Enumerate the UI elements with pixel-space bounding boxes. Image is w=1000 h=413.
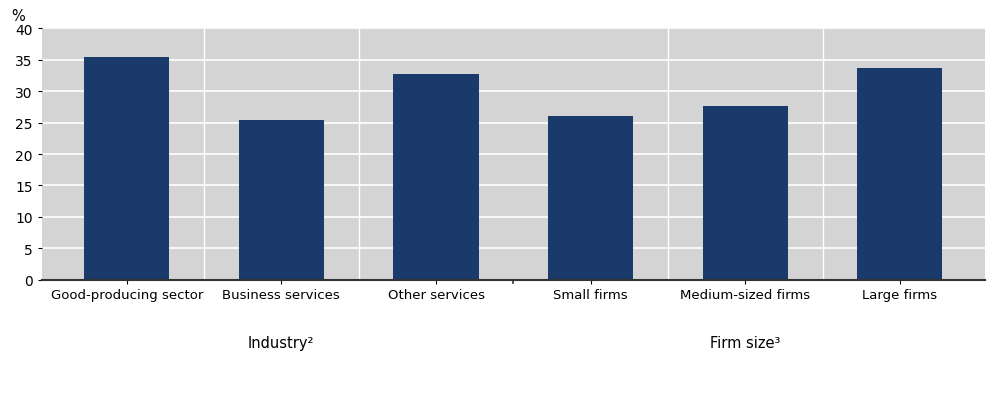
Bar: [84, 57, 169, 280]
Text: Firm size³: Firm size³: [710, 335, 780, 350]
Bar: [857, 69, 942, 280]
Bar: [393, 74, 479, 280]
Bar: [548, 117, 633, 280]
Bar: [239, 121, 324, 280]
Bar: [703, 107, 788, 280]
Y-axis label: %: %: [11, 9, 25, 24]
Text: Industry²: Industry²: [248, 335, 315, 350]
